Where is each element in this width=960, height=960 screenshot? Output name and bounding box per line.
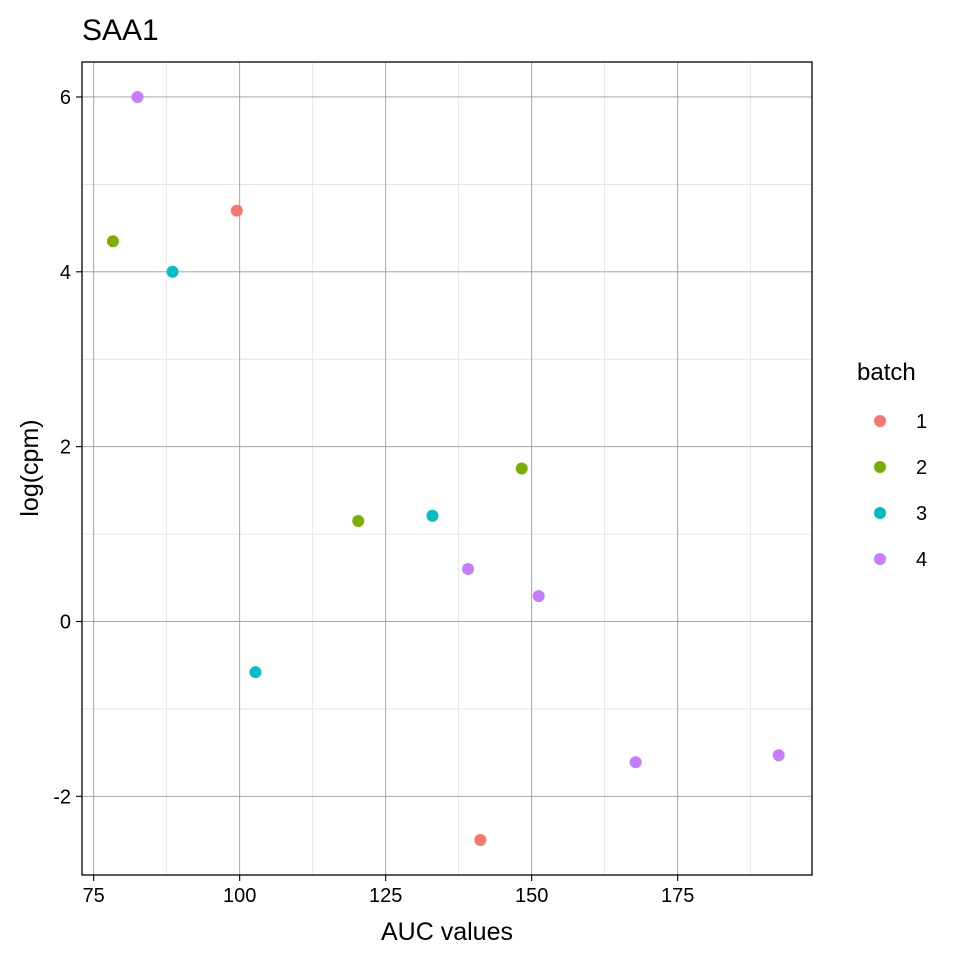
data-point-batch-4 <box>629 756 642 769</box>
data-point-batch-2 <box>515 462 528 475</box>
legend-label-2: 2 <box>916 457 927 479</box>
legend-key-3 <box>874 507 886 519</box>
data-point-batch-3 <box>426 509 439 522</box>
data-points <box>106 90 785 847</box>
x-tick-label: 125 <box>369 885 402 907</box>
legend-key-4 <box>874 553 886 565</box>
x-tick-label: 175 <box>661 885 694 907</box>
x-tick-label: 75 <box>83 885 105 907</box>
data-point-batch-1 <box>230 204 243 217</box>
x-axis-title: AUC values <box>381 918 513 946</box>
y-axis-title: log(cpm) <box>16 419 44 516</box>
data-point-batch-2 <box>352 514 365 527</box>
x-tick-label: 100 <box>223 885 256 907</box>
legend: batch 1 2 3 4 <box>857 359 927 571</box>
data-point-batch-3 <box>249 666 262 679</box>
data-point-batch-3 <box>166 265 179 278</box>
legend-label-4: 4 <box>916 549 927 571</box>
data-point-batch-4 <box>772 749 785 762</box>
legend-label-1: 1 <box>916 411 927 433</box>
data-point-batch-4 <box>131 90 144 103</box>
y-tick-label: -2 <box>53 786 71 808</box>
data-point-batch-4 <box>532 590 545 603</box>
major-gridlines <box>82 62 812 875</box>
legend-title: batch <box>857 359 916 386</box>
chart-title: SAA1 <box>82 14 159 47</box>
y-tick-label: 2 <box>60 437 71 459</box>
y-tick-label: 4 <box>60 262 71 284</box>
minor-gridlines <box>82 62 812 875</box>
data-point-batch-2 <box>106 235 119 248</box>
legend-label-3: 3 <box>916 503 927 525</box>
data-point-batch-4 <box>462 563 475 576</box>
data-point-batch-1 <box>474 834 487 847</box>
legend-key-2 <box>874 461 886 473</box>
y-tick-label: 6 <box>60 87 71 109</box>
x-tick-label: 150 <box>515 885 548 907</box>
legend-key-1 <box>874 415 886 427</box>
y-tick-label: 0 <box>60 611 71 633</box>
y-axis: -2 0 2 4 6 <box>53 87 82 808</box>
plot-panel-border <box>81 61 813 876</box>
x-axis: 75 100 125 150 175 <box>83 875 694 907</box>
